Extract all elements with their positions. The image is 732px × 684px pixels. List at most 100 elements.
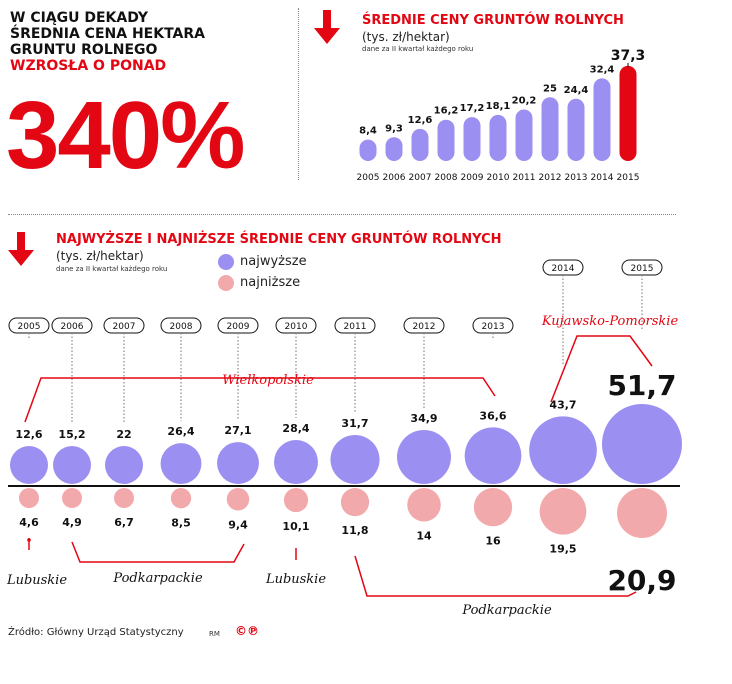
- highest-value-2007: 22: [116, 428, 131, 441]
- highest-value-2008: 26,4: [167, 425, 194, 438]
- highest-value-2005: 12,6: [15, 428, 42, 441]
- copyright-icon: ©℗: [235, 624, 259, 638]
- highest-value-2009: 27,1: [224, 424, 251, 437]
- bar-year-2005: 2005: [357, 173, 380, 183]
- bracket-podkarpackie-2006-2009: [71, 541, 245, 563]
- down-arrow-icon: [314, 10, 340, 44]
- bar-2015: [619, 65, 637, 161]
- bar-year-2015: 2015: [617, 173, 640, 183]
- lowest-value-2010: 10,1: [282, 520, 309, 533]
- year-pill-2006: 2006: [51, 317, 93, 334]
- highest-bubble-2015: [602, 404, 682, 484]
- highest-bubble-2013: [464, 427, 522, 484]
- year-pill-2007: 2007: [103, 317, 145, 334]
- bar-year-2012: 2012: [539, 173, 562, 183]
- lowest-value-2006: 4,9: [62, 516, 82, 529]
- lowest-value-2005: 4,6: [19, 516, 39, 529]
- bar-year-2010: 2010: [487, 173, 510, 183]
- lowest-bubble-2015: [617, 488, 667, 538]
- lowest-value-2015: 20,9: [607, 564, 676, 597]
- highest-bubble-2010: [274, 440, 318, 484]
- bar-year-2007: 2007: [409, 173, 432, 183]
- legend-highest-label: najwyższe: [240, 254, 307, 269]
- bar-value-2012: 25: [543, 83, 557, 94]
- year-pill-label: 2015: [631, 264, 654, 274]
- bracket-podkarpackie-2011-2015: [354, 555, 637, 597]
- bar-2014: [593, 78, 611, 161]
- lowest-value-2014: 19,5: [549, 543, 576, 556]
- year-pill-label: 2014: [552, 264, 575, 274]
- legend-highest-swatch: [218, 254, 234, 270]
- highest-bubble-2012: [396, 429, 452, 484]
- highest-bubble-2006: [53, 446, 91, 484]
- highest-bubble-2005: [10, 446, 48, 484]
- bar-2009: [463, 117, 481, 161]
- bar-value-2010: 18,1: [486, 101, 511, 112]
- bar-chart-unit: (tys. zł/hektar): [362, 30, 450, 44]
- bar-2007: [411, 128, 429, 161]
- bar-value-2009: 17,2: [460, 103, 485, 114]
- year-pill-2005: 2005: [8, 317, 50, 334]
- bar-year-2011: 2011: [513, 173, 536, 183]
- year-pill-label: 2012: [413, 322, 436, 332]
- year-pill-label: 2007: [113, 322, 136, 332]
- highest-value-2012: 34,9: [410, 412, 437, 425]
- bar-value-2015: 37,3: [611, 48, 646, 64]
- down-arrow-icon: [8, 232, 34, 266]
- legend-lowest-label: najniższe: [240, 275, 301, 290]
- region-label-kujawsko-pomorskie: Kujawsko-Pomorskie: [541, 314, 679, 329]
- headline-line-1: W CIĄGU DEKADY: [10, 10, 148, 26]
- bar-year-2009: 2009: [461, 173, 484, 183]
- year-pill-label: 2005: [18, 322, 41, 332]
- year-pill-2013: 2013: [472, 317, 514, 334]
- region-label-lubuskie-2005: Lubuskie: [6, 573, 67, 588]
- bar-value-2006: 9,3: [385, 123, 403, 134]
- headline-line-2: ŚREDNIA CENA HEKTARA: [10, 26, 205, 42]
- legend-lowest-swatch: [218, 275, 234, 291]
- region-label-podkarpackie-2006-2009: Podkarpackie: [112, 571, 203, 586]
- bubble-chart-note: dane za II kwartał każdego roku: [56, 265, 168, 273]
- bar-2011: [515, 109, 533, 161]
- year-pill-2008: 2008: [160, 317, 202, 334]
- headline: W CIĄGU DEKADY ŚREDNIA CENA HEKTARA GRUN…: [10, 10, 205, 74]
- bar-year-2014: 2014: [591, 173, 614, 183]
- bar-year-2013: 2013: [565, 173, 588, 183]
- lowest-bubble-2014: [539, 488, 587, 535]
- region-label-podkarpackie-2011-2015: Podkarpackie: [461, 603, 552, 618]
- highest-bubble-2008: [160, 443, 202, 484]
- highest-value-2010: 28,4: [282, 422, 309, 435]
- lowest-bubble-2007: [114, 488, 134, 508]
- lowest-value-2008: 8,5: [171, 516, 191, 529]
- bubble-chart-title: NAJWYŻSZE I NAJNIŻSZE ŚREDNIE CENY GRUNT…: [56, 232, 502, 247]
- headline-percent: 340%: [6, 82, 246, 189]
- bar-2013: [567, 98, 585, 161]
- lowest-value-2013: 16: [485, 534, 501, 547]
- lowest-value-2012: 14: [416, 529, 432, 542]
- highest-value-2011: 31,7: [341, 417, 368, 430]
- bar-value-2005: 8,4: [359, 126, 377, 137]
- bar-2006: [385, 137, 403, 161]
- bar-chart-note: dane za II kwartał każdego roku: [362, 45, 474, 53]
- lowest-bubble-2006: [62, 488, 82, 508]
- year-pill-label: 2011: [344, 322, 367, 332]
- year-pill-2014: 2014: [542, 259, 584, 276]
- region-label-lubuskie-2010: Lubuskie: [265, 572, 326, 587]
- bar-2005: [359, 139, 377, 161]
- region-label-wielkopolskie: Wielkopolskie: [222, 373, 314, 388]
- highest-value-2015: 51,7: [607, 369, 676, 402]
- bubble-chart-unit: (tys. zł/hektar): [56, 249, 144, 263]
- year-pill-2015: 2015: [621, 259, 663, 276]
- vertical-divider: [298, 8, 299, 180]
- bar-year-2006: 2006: [383, 173, 406, 183]
- highest-value-2013: 36,6: [479, 409, 506, 422]
- lowest-value-2011: 11,8: [341, 524, 368, 537]
- lowest-value-2007: 6,7: [114, 516, 134, 529]
- bubble-chart: 12,6 4,6 15,2 4,9 22 6,7 26,4 8,5 27,1 9,4 28,4 10,…: [6, 259, 682, 618]
- headline-line-4: WZROSŁA O PONAD: [10, 58, 167, 74]
- year-pill-label: 2008: [170, 322, 193, 332]
- bar-value-2014: 32,4: [590, 64, 615, 75]
- lowest-bubble-2008: [170, 488, 192, 509]
- lowest-bubble-2010: [283, 488, 309, 513]
- lowest-value-2009: 9,4: [228, 518, 248, 531]
- highest-bubble-2007: [105, 446, 143, 484]
